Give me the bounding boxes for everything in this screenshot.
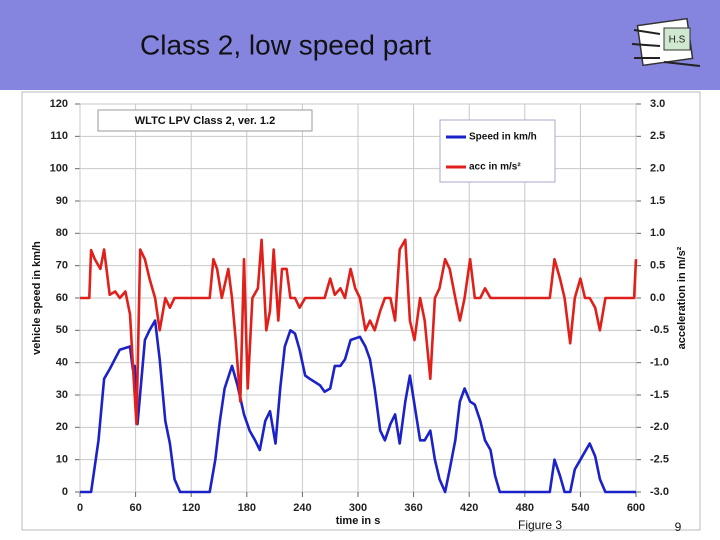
logo-text: H.S — [669, 35, 686, 46]
logo-strokes — [631, 29, 701, 67]
legend-box — [439, 119, 556, 183]
series-line — [80, 238, 638, 426]
x-tick-label: 180 — [238, 502, 256, 514]
x-axis-title: time in s — [336, 515, 381, 527]
logo-screen — [663, 27, 691, 51]
y2-tick-label: -0.5 — [650, 324, 669, 336]
x-tick-label: 600 — [627, 502, 645, 514]
y2-tick-label: -3.0 — [650, 486, 669, 498]
y-tick-label: 30 — [56, 389, 68, 401]
y2-axis-title: acceleration in m/s² — [676, 246, 688, 349]
figure-caption: Figure 3 — [518, 518, 562, 532]
legend-label: Speed in km/h — [469, 132, 537, 143]
y-tick-label: 70 — [56, 260, 68, 272]
y2-tick-label: -2.5 — [650, 454, 669, 466]
x-tick-label: 480 — [516, 502, 534, 514]
x-tick-label: 240 — [293, 502, 311, 514]
series-line — [80, 319, 636, 494]
y-tick-label: 100 — [50, 163, 68, 175]
y-tick-label: 120 — [50, 98, 68, 110]
x-tick-label: 60 — [129, 502, 141, 514]
y-tick-label: 90 — [56, 195, 68, 207]
x-tick-label: 360 — [404, 502, 422, 514]
y2-tick-label: -2.0 — [650, 421, 669, 433]
chart-title-box — [97, 109, 313, 132]
y2-tick-label: 1.5 — [650, 195, 665, 207]
y2-tick-label: 0.0 — [650, 292, 665, 304]
y2-tick-label: 0.5 — [650, 260, 665, 272]
y2-tick-label: 3.0 — [650, 98, 665, 110]
y2-tick-label: 2.0 — [650, 163, 665, 175]
x-tick-label: 420 — [460, 502, 478, 514]
legend-label: acc in m/s² — [469, 162, 521, 173]
chart-title: WLTC LPV Class 2, ver. 1.2 — [135, 115, 275, 127]
y2-tick-label: 2.5 — [650, 130, 665, 142]
x-tick-label: 0 — [77, 502, 83, 514]
y-axis-title: vehicle speed in km/h — [31, 241, 43, 355]
page-number: 9 — [675, 520, 682, 534]
logo: H.S — [631, 17, 701, 67]
y-tick-label: 50 — [56, 324, 68, 336]
y-tick-label: 40 — [56, 357, 68, 369]
y-tick-label: 80 — [56, 227, 68, 239]
x-tick-label: 300 — [349, 502, 367, 514]
y-tick-label: 20 — [56, 421, 68, 433]
y2-tick-label: -1.0 — [650, 357, 669, 369]
x-tick-label: 120 — [182, 502, 200, 514]
y-tick-label: 110 — [50, 130, 68, 142]
y-tick-label: 0 — [62, 486, 68, 498]
y-tick-label: 60 — [56, 292, 68, 304]
header-band — [0, 0, 720, 90]
x-tick-label: 540 — [571, 502, 589, 514]
y-tick-label: 10 — [56, 454, 68, 466]
slide-title: Class 2, low speed part — [140, 29, 431, 60]
y2-tick-label: 1.0 — [650, 227, 665, 239]
y2-tick-label: -1.5 — [650, 389, 669, 401]
